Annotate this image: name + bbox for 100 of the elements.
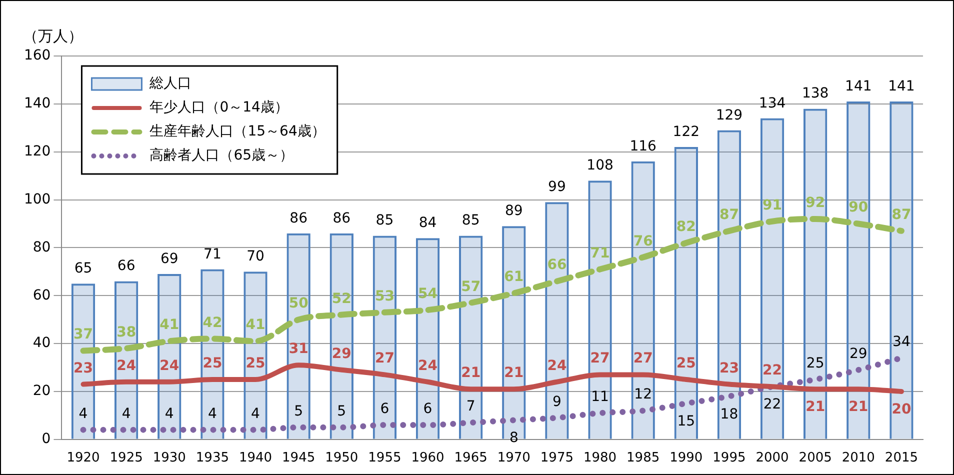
legend-label: 総人口: [148, 76, 192, 92]
data-label: 15: [677, 413, 696, 430]
data-label: 31: [288, 341, 308, 358]
y-tick-label: 20: [32, 383, 51, 400]
data-label: 138: [802, 86, 829, 102]
data-label: 27: [590, 350, 610, 367]
data-label: 99: [548, 179, 566, 196]
data-label: 70: [246, 248, 264, 265]
y-tick-label: 60: [32, 287, 51, 304]
data-label: 21: [504, 365, 524, 382]
data-label: 129: [716, 107, 743, 124]
x-tick-label: 1950: [325, 450, 358, 466]
data-label: 12: [634, 386, 652, 403]
x-tick-label: 1975: [540, 450, 574, 466]
data-label: 21: [461, 365, 481, 382]
y-tick-label: 160: [24, 48, 51, 64]
data-label: 91: [762, 197, 782, 214]
y-tick-label: 0: [42, 431, 51, 448]
x-tick-label: 1970: [497, 450, 530, 466]
data-label: 116: [630, 138, 657, 154]
data-label: 65: [74, 260, 92, 277]
data-label: 29: [332, 346, 352, 362]
data-label: 92: [806, 194, 826, 211]
data-label: 34: [892, 334, 910, 350]
data-label: 87: [719, 206, 739, 223]
data-label: 20: [892, 401, 912, 418]
x-tick-label: 1990: [670, 450, 703, 466]
data-label: 61: [504, 269, 524, 286]
data-label: 23: [719, 360, 739, 376]
data-label: 66: [547, 257, 567, 274]
data-label: 27: [633, 350, 653, 367]
x-tick-label: 1995: [712, 450, 746, 466]
data-label: 24: [160, 358, 180, 374]
data-label: 23: [74, 360, 93, 376]
data-label: 71: [204, 246, 222, 262]
data-label: 27: [374, 350, 394, 367]
y-tick-label: 100: [24, 191, 51, 208]
x-tick-label: 1985: [626, 450, 660, 466]
data-label: 53: [374, 288, 394, 304]
data-label: 141: [845, 78, 872, 95]
data-label: 85: [462, 212, 480, 229]
data-label: 38: [116, 324, 136, 340]
x-tick-label: 1930: [152, 450, 186, 466]
data-label: 134: [758, 95, 786, 112]
data-label: 29: [849, 346, 868, 362]
data-label: 25: [246, 355, 266, 372]
x-tick-label: 2000: [756, 450, 789, 466]
data-label: 24: [418, 358, 438, 374]
data-label: 4: [78, 406, 88, 422]
x-tick-label: 1940: [238, 450, 272, 466]
data-label: 66: [117, 258, 136, 274]
data-label: 5: [294, 403, 304, 420]
data-label: 90: [848, 200, 868, 216]
data-label: 37: [74, 326, 93, 343]
y-tick-label: 140: [24, 96, 51, 112]
x-tick-label: 1955: [368, 450, 402, 466]
data-label: 86: [332, 210, 351, 226]
data-label: 9: [552, 394, 562, 410]
data-label: 50: [288, 296, 309, 312]
data-label: 89: [504, 203, 523, 220]
data-label: 4: [251, 406, 260, 422]
data-label: 24: [116, 358, 136, 374]
y-tick-label: 120: [24, 143, 51, 160]
data-label: 82: [676, 218, 696, 235]
data-label: 21: [806, 399, 826, 416]
data-label: 69: [160, 251, 178, 268]
data-label: 4: [208, 406, 217, 422]
data-label: 24: [547, 358, 567, 374]
data-label: 86: [290, 210, 308, 226]
data-label: 84: [418, 215, 437, 232]
data-label: 108: [586, 158, 614, 174]
data-label: 25: [202, 355, 222, 372]
x-tick-label: 1960: [411, 450, 444, 466]
data-label: 42: [202, 314, 222, 331]
x-tick-label: 1980: [583, 450, 617, 466]
data-label: 141: [888, 78, 915, 95]
data-label: 85: [376, 212, 394, 229]
data-label: 4: [164, 406, 174, 422]
x-tick-label: 1965: [454, 450, 488, 466]
legend-label: 生産年齢人口（15～64歳）: [150, 124, 326, 140]
data-label: 122: [672, 124, 700, 140]
y-tick-label: 80: [32, 239, 51, 256]
data-label: 7: [466, 398, 476, 415]
data-label: 25: [806, 355, 824, 372]
data-label: 52: [332, 290, 352, 307]
data-label: 41: [160, 317, 180, 334]
data-label: 25: [676, 355, 696, 372]
data-label: 4: [122, 406, 131, 422]
data-label: 57: [461, 278, 481, 295]
x-tick-label: 1945: [282, 450, 316, 466]
data-label: 54: [418, 286, 438, 302]
data-label: 87: [892, 206, 912, 223]
x-tick-label: 2005: [798, 450, 832, 466]
y-tick-label: 40: [32, 335, 51, 352]
data-label: 6: [380, 401, 390, 418]
data-label: 71: [590, 245, 610, 262]
data-label: 18: [720, 406, 738, 422]
legend-label: 年少人口（0～14歳）: [150, 100, 288, 116]
x-tick-label: 2010: [842, 450, 875, 466]
data-label: 6: [423, 401, 432, 418]
